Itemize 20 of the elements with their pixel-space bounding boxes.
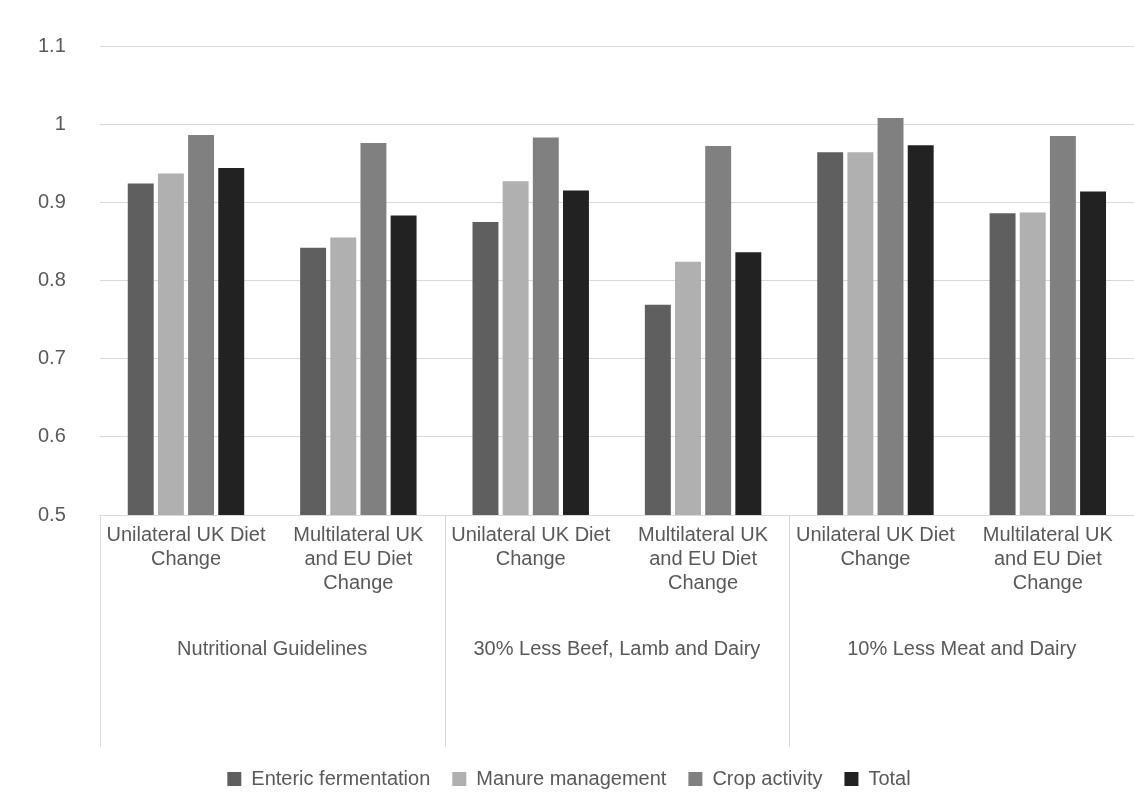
x-tick-label: Unilateral UK Diet Change (106, 522, 266, 569)
text: 30% Less Beef, Lamb and Dairy (473, 636, 761, 659)
legend-label: Crop activity (712, 766, 823, 789)
y-tick-label: 1 (54, 111, 66, 134)
y-tick-label: 0.7 (37, 346, 66, 369)
y-tick-label: 1.1 (37, 33, 66, 56)
y-tick-label: 0.6 (37, 424, 66, 447)
x-tick-label: Multilateral UK and EU Diet Change (293, 522, 425, 593)
y-tick-label: 0.9 (37, 189, 66, 212)
legend-label: Enteric fermentation (251, 766, 431, 789)
x-tick-label: Multilateral UK and EU Diet Change (638, 522, 769, 593)
y-tick-label: 0.8 (37, 268, 66, 291)
x-tick-label: Unilateral UK Diet Change (451, 522, 611, 569)
legend-label: Manure management (476, 766, 667, 789)
text: Nutritional Guidelines (177, 636, 368, 659)
text: 10% Less Meat and Dairy (847, 636, 1077, 659)
legend-label: Total (868, 766, 911, 789)
x-tick-label: Unilateral UK Diet Change (795, 522, 956, 569)
x-tick-label: Multilateral UK and EU Diet Change (982, 522, 1114, 593)
y-tick-label: 0.5 (37, 502, 66, 525)
